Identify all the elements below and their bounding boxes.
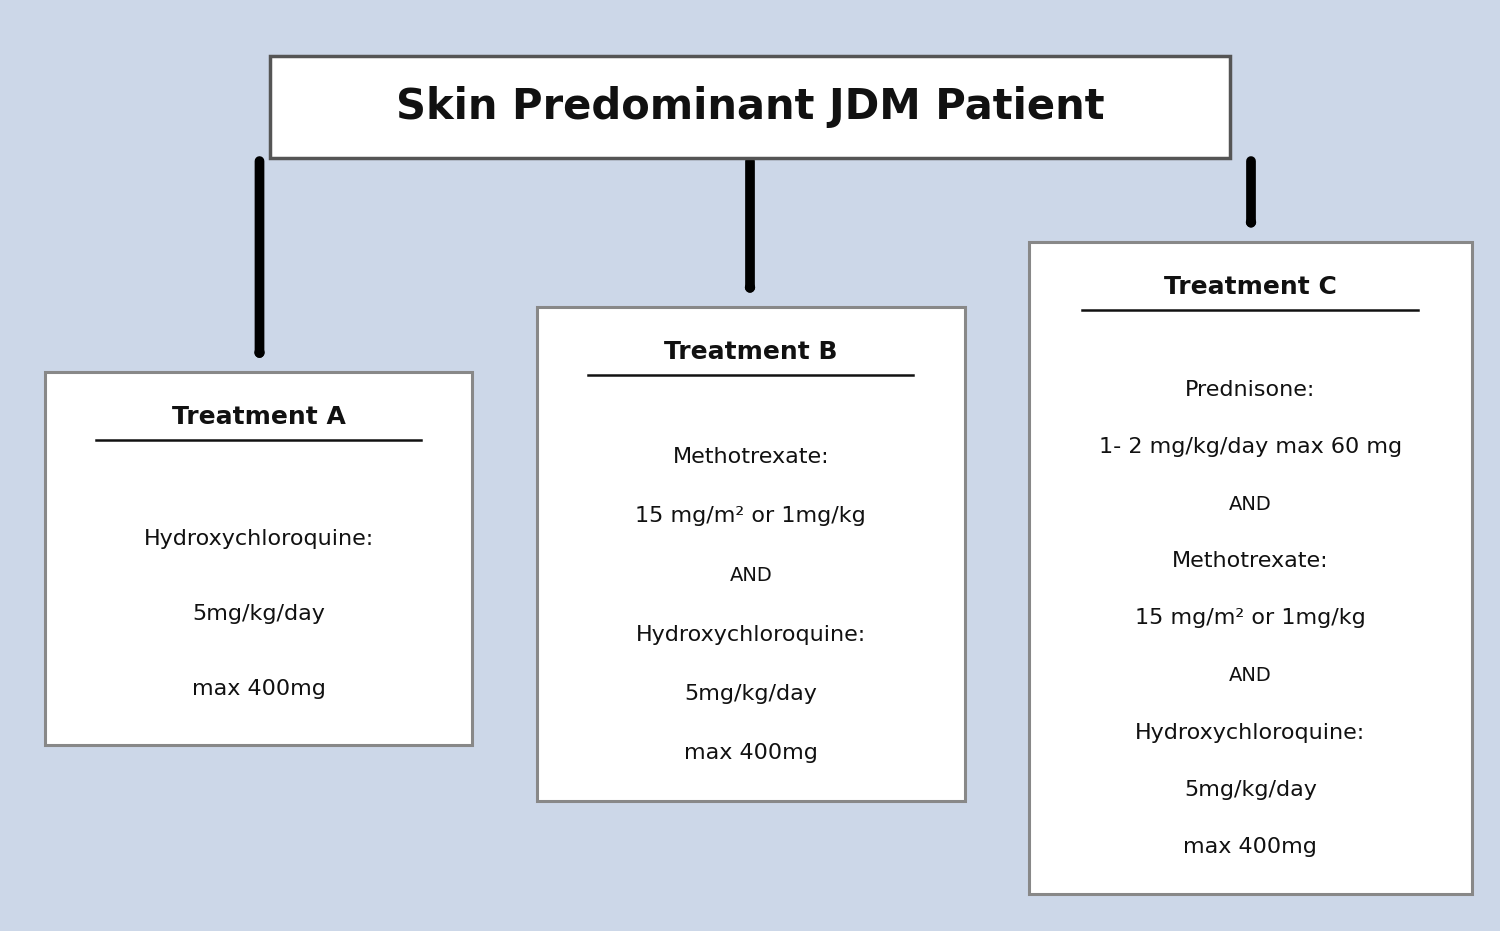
Text: max 400mg: max 400mg — [1184, 837, 1317, 857]
Text: Hydroxychloroquine:: Hydroxychloroquine: — [636, 625, 866, 644]
Text: AND: AND — [1228, 495, 1272, 514]
Text: 5mg/kg/day: 5mg/kg/day — [1184, 779, 1317, 800]
Text: 1- 2 mg/kg/day max 60 mg: 1- 2 mg/kg/day max 60 mg — [1098, 438, 1402, 457]
Text: max 400mg: max 400mg — [192, 679, 326, 698]
Text: Treatment C: Treatment C — [1164, 275, 1336, 299]
Text: Skin Predominant JDM Patient: Skin Predominant JDM Patient — [396, 86, 1104, 128]
Text: 15 mg/m² or 1mg/kg: 15 mg/m² or 1mg/kg — [1136, 609, 1365, 628]
Text: 15 mg/m² or 1mg/kg: 15 mg/m² or 1mg/kg — [636, 506, 866, 527]
FancyBboxPatch shape — [45, 372, 473, 745]
Text: Methotrexate:: Methotrexate: — [1172, 551, 1329, 572]
Text: 5mg/kg/day: 5mg/kg/day — [684, 683, 818, 704]
Text: 5mg/kg/day: 5mg/kg/day — [192, 603, 326, 624]
Text: Prednisone:: Prednisone: — [1185, 381, 1316, 400]
FancyBboxPatch shape — [1029, 242, 1472, 894]
FancyBboxPatch shape — [537, 307, 964, 801]
Text: Treatment B: Treatment B — [664, 340, 837, 364]
Text: AND: AND — [1228, 666, 1272, 685]
Text: Methotrexate:: Methotrexate: — [672, 448, 830, 467]
Text: Hydroxychloroquine:: Hydroxychloroquine: — [1136, 722, 1365, 743]
Text: AND: AND — [729, 566, 772, 585]
Text: Treatment A: Treatment A — [172, 405, 345, 429]
FancyBboxPatch shape — [270, 56, 1230, 158]
Text: Hydroxychloroquine:: Hydroxychloroquine: — [144, 529, 374, 548]
Text: max 400mg: max 400mg — [684, 743, 818, 762]
